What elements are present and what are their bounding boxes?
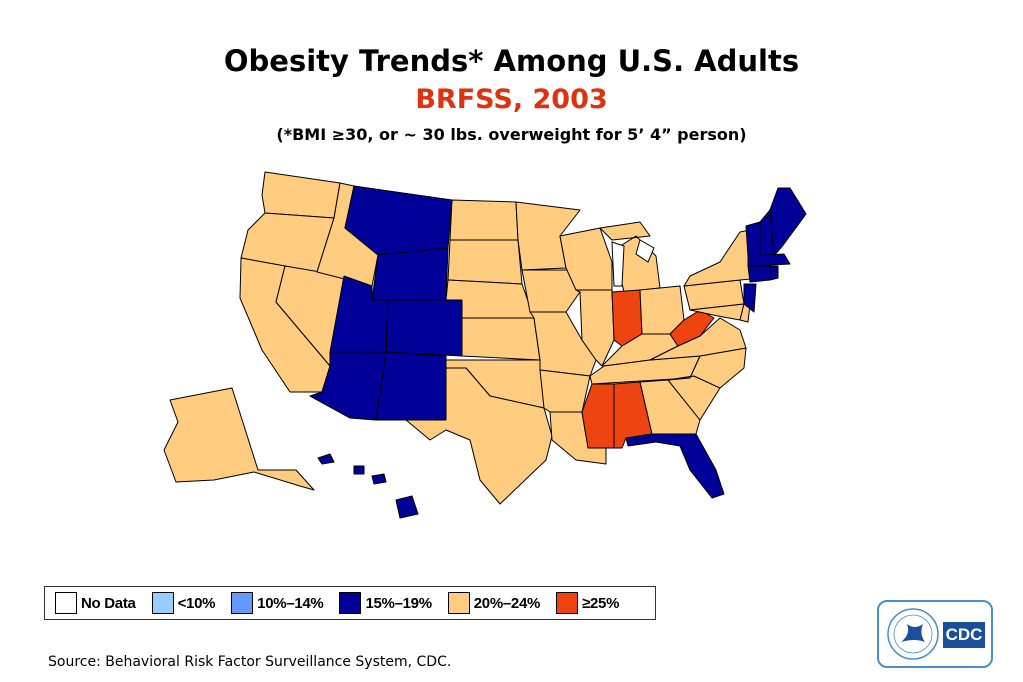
map-title: Obesity Trends* Among U.S. Adults (223, 44, 800, 78)
map-subtitle: BRFSS, 2003 (415, 84, 608, 115)
state-hawaii (317, 453, 419, 519)
legend-label: 15%–19% (365, 594, 432, 612)
state-texas (405, 367, 553, 505)
state-west-virginia (669, 309, 715, 347)
state-rhode-island (769, 265, 779, 281)
legend-swatch (339, 592, 362, 614)
legend-label: 10%–14% (257, 594, 324, 612)
legend-label: No Data (81, 594, 136, 612)
legend-item-lt10: <10% (151, 592, 216, 614)
state-virginia (649, 317, 747, 361)
state-connecticut (747, 265, 771, 283)
state-florida (625, 433, 725, 499)
legend-item-15-19: 15%–19% (339, 592, 432, 614)
legend-swatch (55, 592, 77, 614)
state-alaska (163, 387, 315, 491)
state-north-dakota (449, 199, 519, 241)
legend-item-no-data: No Data (55, 592, 136, 614)
legend-label: <10% (177, 594, 216, 612)
bmi-footnote: (*BMI ≥30, or ~ 30 lbs. overweight for 5… (276, 125, 747, 144)
legend-swatch (447, 592, 470, 614)
cdc-wordmark: CDC (943, 622, 985, 648)
state-iowa (521, 269, 581, 313)
legend-item-ge25: ≥25% (556, 592, 619, 614)
map-legend: No Data <10% 10%–14% 15%–19% 20%–24% ≥25… (44, 586, 656, 620)
state-colorado (385, 299, 463, 357)
state-maine (769, 187, 807, 257)
lake-huron (635, 239, 655, 263)
state-vermont (745, 221, 761, 257)
cdc-logo: CDC (877, 600, 993, 668)
state-kansas (461, 317, 541, 361)
state-wyoming (371, 247, 449, 301)
state-new-mexico (375, 351, 447, 421)
state-arkansas (539, 369, 591, 413)
legend-item-10-14: 10%–14% (231, 592, 324, 614)
state-south-dakota (447, 239, 523, 285)
legend-swatch (556, 592, 579, 614)
state-new-jersey (743, 283, 757, 313)
legend-item-20-24: 20%–24% (447, 592, 541, 614)
state-mississippi (581, 383, 615, 449)
legend-label: ≥25% (582, 594, 620, 612)
lake-michigan (611, 241, 625, 287)
state-washington (261, 171, 341, 219)
state-georgia (639, 379, 701, 435)
legend-label: 20%–24% (473, 594, 541, 612)
legend-swatch (151, 592, 174, 614)
legend-swatch (231, 592, 254, 614)
hhs-eagle-icon (887, 608, 939, 660)
source-citation: Source: Behavioral Risk Factor Surveilla… (48, 654, 452, 670)
state-massachusetts (747, 253, 791, 267)
